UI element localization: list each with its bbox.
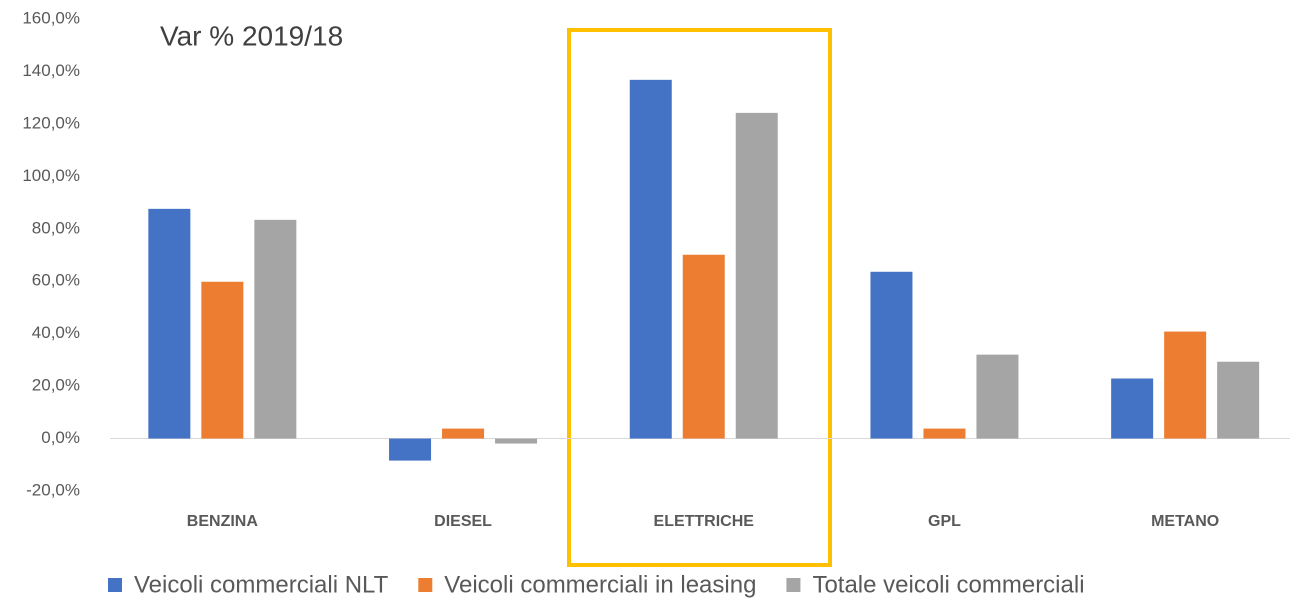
legend-label: Totale veicoli commerciali [812, 571, 1084, 598]
x-tick-label: GPL [928, 513, 961, 530]
y-tick-label: 160,0% [22, 8, 80, 27]
legend-label: Veicoli commerciali NLT [134, 571, 389, 598]
bar [629, 79, 672, 439]
legend-swatch [418, 578, 433, 592]
x-tick-label: BENZINA [187, 513, 259, 530]
y-tick-label: 80,0% [32, 218, 80, 237]
x-tick-label: DIESEL [434, 513, 492, 530]
x-tick-label: METANO [1151, 513, 1219, 530]
y-tick-label: 100,0% [22, 166, 80, 185]
annotation: Var % 2019/18 [160, 20, 343, 51]
bar [201, 281, 244, 439]
x-tick-label: ELETTRICHE [654, 513, 755, 530]
bar [1164, 331, 1207, 439]
bar [1111, 378, 1154, 439]
y-tick-label: 120,0% [22, 113, 80, 132]
bar [870, 271, 913, 439]
bar [976, 354, 1019, 439]
legend-swatch [108, 578, 122, 592]
bar [735, 112, 778, 439]
bar [148, 208, 191, 439]
bar [442, 428, 485, 439]
bar [1217, 361, 1260, 439]
y-tick-label: -20,0% [26, 480, 80, 499]
y-tick-label: 20,0% [32, 376, 80, 395]
bar [923, 428, 966, 439]
bar [254, 219, 297, 439]
bar [682, 254, 725, 439]
y-tick-label: 140,0% [22, 61, 80, 80]
y-tick-label: 0,0% [41, 428, 80, 447]
highlight-box [567, 28, 832, 567]
legend-swatch [786, 578, 801, 592]
legend-label: Veicoli commerciali in leasing [444, 571, 756, 598]
y-tick-label: 40,0% [32, 323, 80, 342]
bar [495, 438, 538, 444]
bar [389, 438, 432, 461]
y-tick-label: 60,0% [32, 271, 80, 290]
